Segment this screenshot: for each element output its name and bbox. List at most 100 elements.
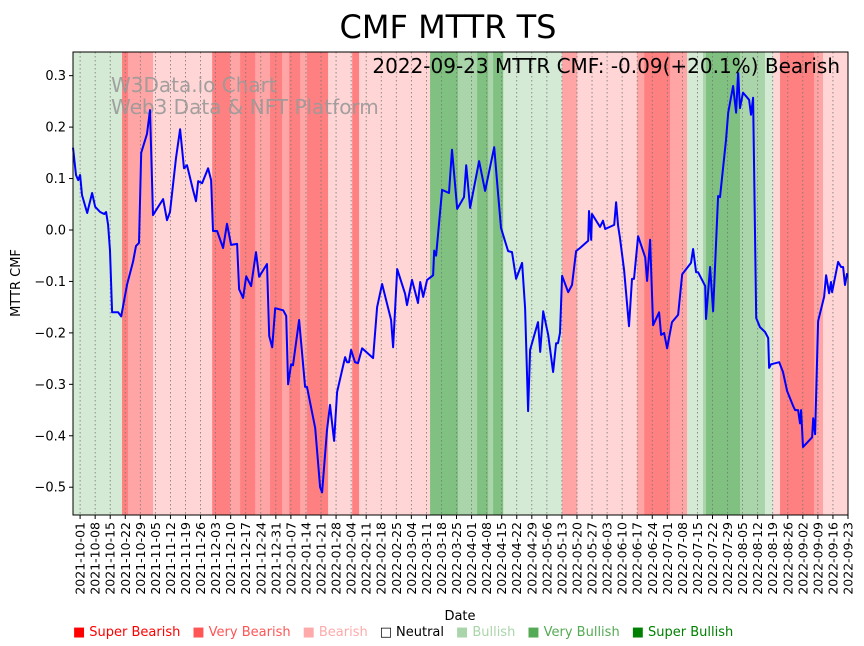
x-tick-label: 2022-03-11 [419,522,434,595]
band-super-bearish [122,52,129,515]
legend-marker-icon: ■ [73,625,85,640]
x-tick-label: 2022-06-24 [645,522,660,595]
band-bearish [153,52,213,515]
x-tick-label: 2022-09-16 [825,522,840,595]
y-tick-label: −0.2 [34,326,66,341]
band-very-bearish [300,52,308,515]
x-tick-label: 2021-10-08 [88,522,103,595]
band-bullish [764,52,774,515]
x-tick-label: 2022-01-28 [329,522,344,595]
band-super-bullish [477,52,489,515]
band-super-bearish [307,52,329,515]
x-tick-label: 2021-12-31 [268,522,283,595]
legend-item-label: Super Bearish [89,625,180,640]
y-axis: 0.3 0.2 0.1 0.0 −0.1 −0.2 −0.3 −0.4 −0.5 [34,69,73,496]
band-super-bullish [493,52,504,515]
x-tick-label: 2022-07-22 [705,522,720,595]
x-tick-label: 2021-10-01 [73,522,88,595]
chart-title: CMF MTTR TS [340,8,557,46]
x-tick-label: 2021-11-05 [148,522,163,595]
y-tick-label: −0.3 [34,378,66,393]
band-very-bearish [562,52,578,515]
band-very-bearish [255,52,271,515]
watermark-line-1: W3Data.io Chart [111,73,277,97]
legend-marker-icon: ■ [303,625,315,640]
x-tick-label: 2022-09-23 [841,522,856,595]
band-very-bearish [230,52,241,515]
x-tick-label: 2022-02-11 [359,522,374,595]
x-tick-label: 2021-12-24 [253,522,268,595]
x-tick-label: 2022-04-15 [494,522,509,595]
legend-item-label: Super Bullish [648,625,733,640]
legend-marker-icon: ■ [456,625,468,640]
x-tick-label: 2022-01-07 [283,522,298,595]
x-tick-label: 2022-03-18 [434,522,449,595]
x-tick-label: 2021-11-19 [178,522,193,595]
x-tick-label: 2021-10-22 [118,522,133,595]
y-tick-label: −0.4 [34,429,66,444]
x-tick-label: 2022-01-14 [298,522,313,595]
y-tick-label: −0.5 [34,481,66,496]
band-very-bearish [814,52,824,515]
x-tick-label: 2022-04-01 [464,522,479,595]
x-tick-label: 2021-12-03 [208,522,223,595]
x-tick-label: 2022-08-05 [735,522,750,595]
band-super-bearish [270,52,283,515]
x-tick-label: 2022-07-08 [675,522,690,595]
x-tick-label: 2021-10-15 [103,522,118,595]
band-bearish [328,52,353,515]
band-bullish [687,52,704,515]
legend-marker-icon: ■ [192,625,204,640]
x-tick-label: 2022-05-06 [539,522,554,595]
x-tick-label: 2022-03-04 [404,522,419,595]
x-tick-label: 2022-02-04 [344,522,359,595]
x-tick-label: 2022-07-29 [720,522,735,595]
watermark-line-2: Web3 Data & NFT Platform [111,95,379,119]
x-tick-label: 2022-06-10 [615,522,630,595]
band-super-bearish [240,52,256,515]
x-tick-label: 2022-01-21 [314,522,329,595]
latest-annotation: 2022-09-23 MTTR CMF: -0.09(+20.1%) Beari… [372,54,840,78]
x-tick-label: 2021-11-12 [163,522,178,595]
band-bullish [73,52,123,515]
legend-marker-icon: □ [380,625,392,640]
y-tick-label: 0.3 [45,69,66,84]
x-tick-label: 2022-07-01 [660,522,675,595]
y-axis-label: MTTR CMF [9,249,24,317]
band-very-bearish [282,52,290,515]
band-very-bearish [637,52,645,515]
x-tick-label: 2022-05-13 [554,522,569,595]
x-tick-label: 2021-12-17 [238,522,253,595]
band-bearish [773,52,781,515]
y-tick-label: 0.0 [45,223,66,238]
legend-item-label: Very Bullish [544,625,620,640]
x-tick-label: 2022-04-22 [509,522,524,595]
sentiment-bands [73,52,849,515]
legend: ■ Super Bearish ■ Very Bearish ■ Bearish □ Neut… [73,625,733,640]
series-line-mttr-cmf [72,72,849,494]
x-tick-label: 2022-09-02 [795,522,810,595]
x-tick-label: 2022-04-08 [479,522,494,595]
y-tick-label: 0.2 [45,121,66,136]
legend-marker-icon: ■ [632,625,644,640]
x-axis: 2021-10-01 2021-10-08 2021-10-15 2021-10-22… [73,515,856,595]
legend-item-label: Bullish [472,625,515,640]
legend-item-label: Very Bearish [209,625,291,640]
x-tick-label: 2022-03-25 [449,522,464,595]
x-tick-label: 2022-05-27 [585,522,600,595]
legend-item-label: Bearish [319,625,368,640]
band-very-bullish [458,52,478,515]
x-tick-label: 2022-07-15 [690,522,705,595]
band-bearish [359,52,431,515]
x-tick-label: 2021-12-10 [223,522,238,595]
x-axis-label: Date [444,609,475,624]
x-tick-label: 2022-06-03 [600,522,615,595]
x-tick-label: 2022-04-29 [524,522,539,595]
band-super-bearish [780,52,815,515]
band-very-bullish [488,52,494,515]
band-super-bearish [644,52,671,515]
x-tick-label: 2021-11-26 [193,522,208,595]
band-super-bullish [430,52,459,515]
x-grid [79,52,849,515]
